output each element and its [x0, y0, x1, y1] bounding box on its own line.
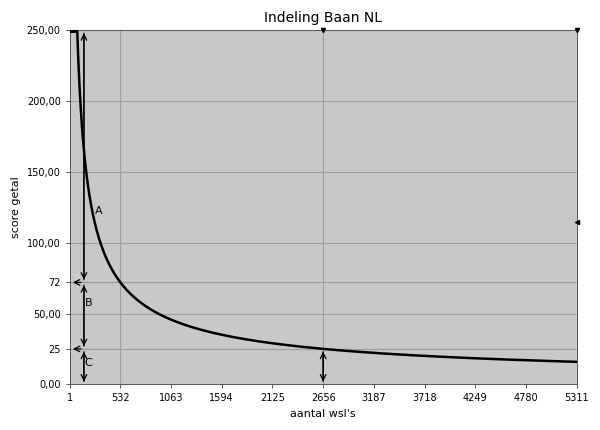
- Point: [67, 27, 77, 34]
- Point: [68, 27, 77, 34]
- X-axis label: aantal wsl's: aantal wsl's: [290, 409, 356, 419]
- Y-axis label: score getal: score getal: [11, 176, 21, 238]
- Point: [67, 27, 76, 34]
- Point: [67, 27, 77, 34]
- Text: B: B: [85, 298, 92, 308]
- Point: [67, 27, 77, 34]
- Point: [67, 27, 76, 34]
- Point: [69, 27, 79, 34]
- Point: [69, 27, 79, 34]
- Point: [67, 27, 76, 34]
- Point: [68, 27, 78, 34]
- Point: [68, 27, 77, 34]
- Point: [67, 27, 77, 34]
- Point: [66, 27, 76, 34]
- Point: [70, 27, 79, 34]
- Point: [65, 27, 74, 34]
- Point: [65, 27, 75, 34]
- Point: [68, 27, 77, 34]
- Point: [68, 27, 77, 34]
- Point: [69, 27, 79, 34]
- Title: Indeling Baan NL: Indeling Baan NL: [264, 11, 382, 25]
- Point: [67, 27, 76, 34]
- Point: [65, 27, 74, 34]
- Point: [69, 27, 79, 34]
- Point: [66, 27, 76, 34]
- Point: [68, 27, 78, 34]
- Point: [68, 27, 78, 34]
- Point: [68, 27, 77, 34]
- Point: [65, 27, 75, 34]
- Text: A: A: [95, 206, 103, 216]
- Point: [65, 27, 75, 34]
- Text: C: C: [85, 358, 92, 368]
- Point: [69, 27, 79, 34]
- Point: [68, 27, 78, 34]
- Point: [65, 27, 75, 34]
- Point: [66, 27, 76, 34]
- Point: [66, 27, 76, 34]
- Point: [70, 27, 79, 34]
- Point: [66, 27, 76, 34]
